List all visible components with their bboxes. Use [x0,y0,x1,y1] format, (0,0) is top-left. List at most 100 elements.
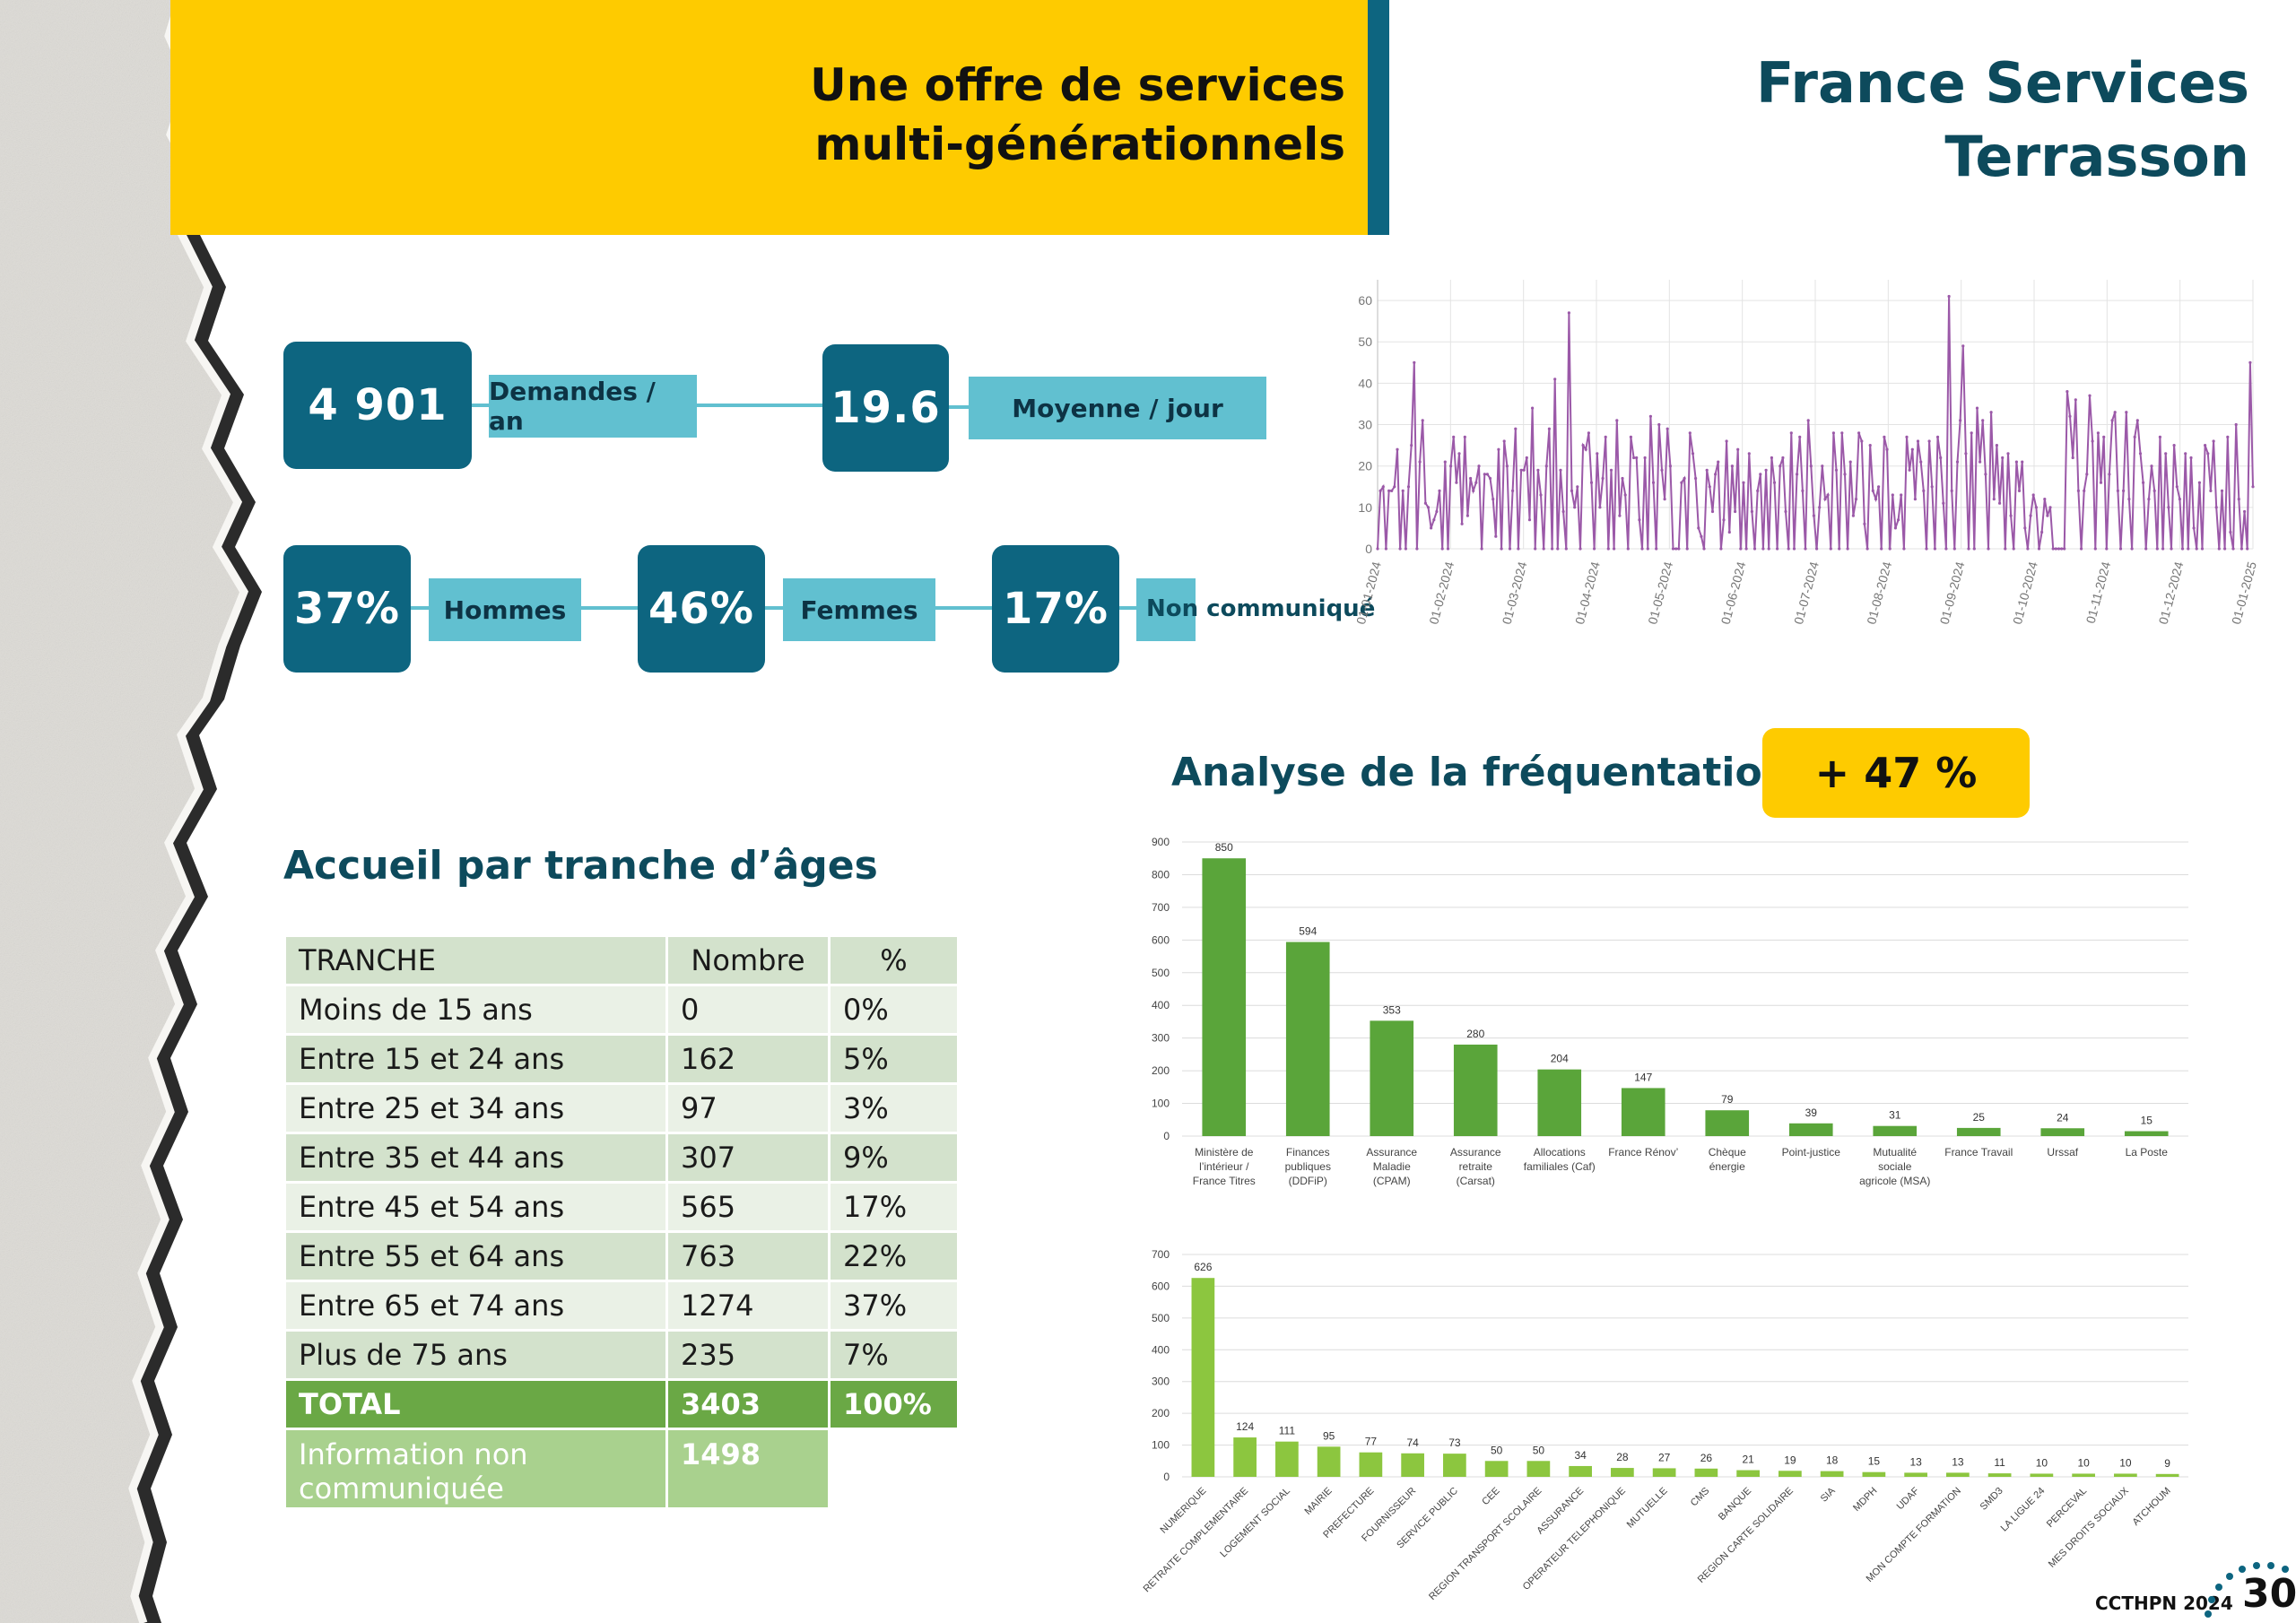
bar [1987,1473,2012,1477]
data-point [1615,419,1619,422]
data-point [1880,547,1883,551]
data-point [2031,493,2035,497]
data-point [2142,481,2145,484]
data-point [1717,460,1720,464]
x-tick-label-line: Mutualité [1873,1146,1917,1159]
data-point [1781,456,1785,460]
data-point [2034,506,2038,509]
bar [1736,1470,1760,1477]
data-point [1834,468,1839,472]
data-point [1640,547,1644,551]
bar [1526,1461,1551,1477]
data-label: 850 [1215,841,1233,854]
data-label: 124 [1236,1420,1254,1433]
y-tick-label: 800 [1152,868,1170,881]
data-point [2150,464,2153,468]
data-point [1888,547,1892,551]
data-point [2014,460,2018,464]
data-point [1618,514,1622,517]
bar [1611,1468,1634,1477]
data-point [2138,452,2143,456]
data-point [1831,431,1835,435]
data-point [1584,447,1587,451]
bar [1694,1468,1718,1477]
data-point [2184,452,2187,456]
data-point [1848,460,1852,464]
data-point [1725,439,1728,443]
data-point [2009,514,2013,517]
data-label: 50 [1533,1444,1545,1456]
data-point [1455,481,1458,484]
data-point [2068,414,2072,418]
data-point [2102,435,2106,438]
data-point [1897,518,1900,522]
table-row: Moins de 15 ans 0 0% [286,986,957,1033]
header-tranche: TRANCHE [286,937,665,984]
data-point [2175,485,2179,489]
frequentation-growth-badge: + 47 % [1762,728,2030,818]
data-point [1494,534,1498,538]
data-point [1801,489,1805,492]
table-row: Entre 45 et 54 ans 565 17% [286,1184,957,1230]
info-blank [831,1430,957,1507]
data-label: 204 [1551,1053,1569,1065]
data-point [2071,456,2074,460]
data-point [1922,489,1926,492]
x-tick-label: Mutualité sociale agricole (MSA) [1859,1146,1930,1187]
data-point [1942,501,1945,505]
frequentation-title: Analyse de la fréquentation [1171,750,1790,795]
x-tick-label-line: Assurance [1450,1146,1501,1159]
header-nombre: Nombre [668,937,828,984]
bar [1537,1069,1582,1136]
data-point [2074,398,2077,402]
header-accent-strip [1368,0,1389,235]
table-info-row: Information non communiquée 1498 [286,1430,957,1507]
kpi-femmes-value: 46% [638,545,765,673]
info-label: Information non communiquée [286,1430,665,1507]
bar [1820,1471,1844,1477]
data-point [1854,498,1858,501]
x-tick-label-line: Assurance [1366,1146,1417,1159]
bar [1202,858,1247,1136]
data-point [1430,526,1433,530]
x-tick-label: Point-justice [1782,1146,1841,1159]
data-point [1796,473,1799,476]
data-point [1961,344,1965,348]
ages-title: Accueil par tranche d’âges [283,843,878,889]
data-point [1500,547,1503,551]
data-point [1547,427,1551,430]
cell-nombre: 565 [668,1184,828,1230]
data-point [2243,509,2247,514]
data-point [2063,547,2066,551]
data-point [2012,547,2015,551]
y-tick-label: 400 [1152,999,1170,1011]
data-label: 39 [1805,1107,1818,1119]
data-point [1401,489,1405,492]
data-point [1561,509,1565,514]
cell-tranche: Plus de 75 ans [286,1332,665,1378]
cell-tranche: Entre 65 et 74 ans [286,1282,665,1329]
x-tick-label-line: (Carsat) [1457,1175,1495,1187]
y-tick-label: 300 [1152,1376,1170,1388]
data-point [1806,419,1810,422]
data-label: 13 [1952,1455,1964,1468]
kpi-demandes-value: 4 901 [283,342,472,469]
kpi-demandes-label: Demandes / an [489,375,697,438]
x-tick-label-line: France Travail [1944,1146,2013,1159]
data-point [1863,522,1866,525]
x-tick-label: 01-07-2024 [1791,560,1822,626]
data-point [2057,547,2061,551]
data-label: 11 [1994,1456,2005,1469]
data-point [1525,456,1528,460]
ages-table: TRANCHE Nombre % Moins de 15 ans 0 0% En… [283,934,960,1510]
data-point [1708,485,1711,489]
data-point [2189,456,2193,460]
cell-percent: 9% [831,1134,957,1181]
data-point [1868,444,1872,447]
data-point [1542,547,1545,551]
data-point [2029,514,2032,517]
x-tick-label-line: Maladie [1373,1160,1411,1173]
x-tick-label: BANQUE [1717,1486,1753,1523]
data-point [2116,489,2119,492]
bar [1285,942,1330,1136]
